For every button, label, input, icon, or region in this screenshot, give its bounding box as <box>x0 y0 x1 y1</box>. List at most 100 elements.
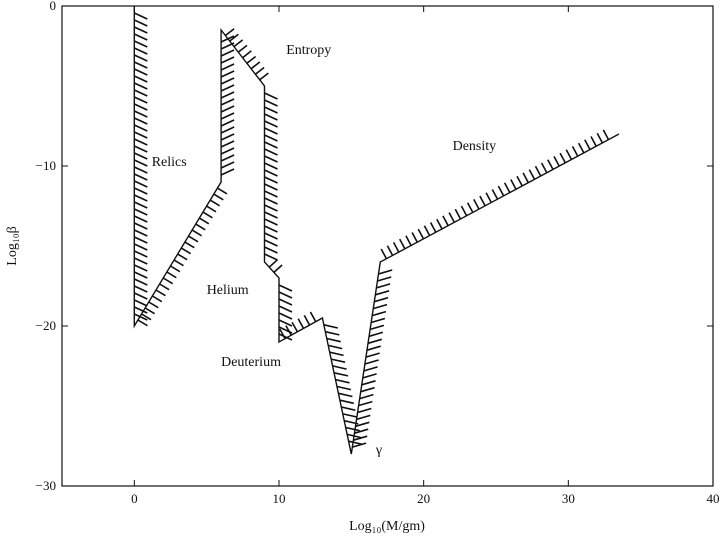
hatch-mark <box>133 110 148 118</box>
hatch-mark <box>278 305 293 313</box>
hatch-mark <box>264 225 278 233</box>
hatch-mark <box>264 211 278 219</box>
hatch-mark <box>357 407 372 414</box>
hatch-mark <box>534 165 542 177</box>
hatch-mark <box>246 55 257 64</box>
x-tick-label: 0 <box>131 491 138 506</box>
hatch-mark <box>133 292 148 300</box>
hatch-mark <box>436 218 443 230</box>
hatch-mark <box>365 352 380 358</box>
hatch-mark <box>386 245 394 256</box>
hatch-mark <box>133 131 148 139</box>
hatch-mark <box>362 373 377 379</box>
hatch-mark <box>137 319 148 327</box>
hatch-mark <box>133 89 148 97</box>
hatch-mark <box>220 168 235 176</box>
region-labels: Entropy Relics Density Helium Deuterium γ <box>152 43 496 458</box>
hatch-mark <box>177 253 188 261</box>
hatch-mark <box>209 199 221 207</box>
hatch-mark <box>133 75 148 83</box>
hatch-mark <box>264 232 278 240</box>
hatch-mark <box>392 242 400 253</box>
hatch-mark <box>220 98 235 106</box>
hatch-mark <box>155 289 166 297</box>
hatch-mark <box>584 139 591 150</box>
hatch-mark <box>264 176 278 184</box>
hatch-mark <box>264 246 278 254</box>
hatch-mark <box>303 315 311 326</box>
hatch-mark <box>358 400 373 407</box>
hatch-mark <box>220 70 235 78</box>
hatch-mark <box>363 366 378 372</box>
hatch-mark <box>323 324 338 329</box>
hatch-mark <box>278 312 293 320</box>
hatch-mark <box>220 112 235 120</box>
hatch-mark <box>278 284 293 292</box>
hatch-mark <box>133 215 148 223</box>
hatch-mark <box>133 40 148 48</box>
hatch-mark <box>133 194 148 202</box>
hatch-mark <box>133 187 148 195</box>
hatch-mark <box>330 358 346 363</box>
hatch-mark <box>571 146 579 157</box>
hatch-mark <box>220 49 235 57</box>
hatch-mark <box>423 225 431 236</box>
hatch-mark <box>184 241 195 249</box>
hatch-mark <box>220 91 235 99</box>
hatch-mark <box>133 145 148 153</box>
hatch-mark <box>348 440 363 446</box>
hatch-mark <box>460 205 468 217</box>
y-tick-label: −30 <box>36 478 56 493</box>
hatch-mark <box>264 253 278 261</box>
hatch-mark <box>429 222 437 233</box>
y-axis-label: Log₁₀β <box>5 226 20 265</box>
hatch-mark <box>360 386 375 393</box>
hatch-mark <box>195 223 206 231</box>
hatch-mark <box>250 61 261 70</box>
hatch-mark <box>237 44 248 53</box>
hatch-mark <box>220 147 235 155</box>
hatch-mark <box>510 179 517 190</box>
hatch-mark <box>590 136 597 147</box>
hatch-mark <box>173 259 184 267</box>
hatch-mark <box>338 392 353 398</box>
hatch-mark <box>141 313 152 321</box>
hatch-mark <box>133 236 148 244</box>
x-tick-label: 20 <box>417 491 430 506</box>
hatch-mark <box>133 54 148 62</box>
hatch-mark <box>411 232 419 243</box>
hatch-mark <box>366 345 381 351</box>
hatch-mark <box>278 291 293 299</box>
hatch-mark <box>268 259 278 268</box>
hatch-mark <box>329 351 344 357</box>
hatch-mark <box>352 442 367 448</box>
hatch-mark <box>133 68 148 76</box>
hatch-mark <box>133 103 148 111</box>
hatch-mark <box>133 47 148 55</box>
hatch-mark <box>170 265 181 273</box>
x-tick-label: 40 <box>707 491 720 506</box>
hatch-mark <box>220 63 235 71</box>
hatch-mark <box>162 277 174 285</box>
hatch-mark <box>133 257 148 265</box>
hatch-mark <box>133 222 148 230</box>
hatch-mark <box>577 142 585 154</box>
hatch-mark <box>220 56 235 64</box>
hatch-mark <box>279 328 286 339</box>
hatch-mark <box>326 337 341 343</box>
hatch-mark <box>354 428 369 434</box>
hatch-mark <box>224 28 235 37</box>
hatch-mark <box>370 317 386 324</box>
hatch-mark <box>369 324 385 331</box>
hatch-mark <box>364 359 379 365</box>
hatch-mark <box>133 208 148 216</box>
hatch-mark <box>345 426 360 432</box>
hatch-mark <box>133 117 148 125</box>
hatch-mark <box>466 202 474 213</box>
hatch-mark <box>553 156 560 167</box>
hatch-mark <box>264 155 278 163</box>
region-label-density: Density <box>453 139 497 154</box>
hatch-mark <box>485 192 493 203</box>
hatch-mark <box>454 208 462 220</box>
